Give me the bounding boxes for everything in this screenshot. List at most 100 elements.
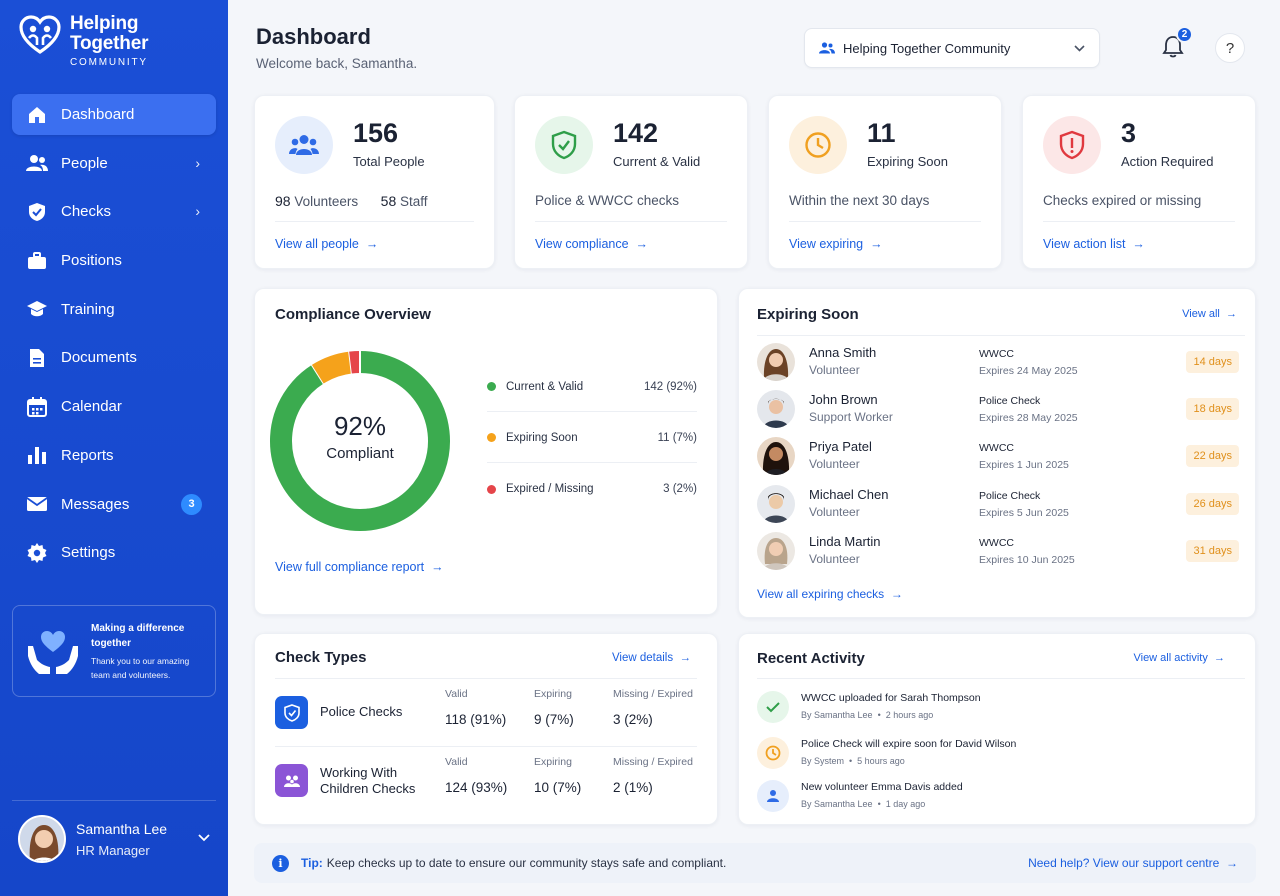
chevron-down-icon[interactable] (198, 831, 210, 845)
sidebar-item-documents[interactable]: Documents (12, 337, 216, 378)
stat-card-current-valid: 142 Current & Valid Police & WWCC checks… (514, 95, 748, 269)
expiring-value: 9 (7%) (534, 712, 574, 727)
activity-item[interactable]: WWCC uploaded for Sarah Thompson By Sama… (757, 688, 1239, 732)
avatar (757, 485, 795, 523)
check-type-name: Working With Children Checks (320, 765, 415, 797)
view-action-list-link[interactable]: View action list → (1043, 237, 1145, 251)
avatar (757, 343, 795, 381)
view-all-expiring-link[interactable]: View all → (1182, 308, 1237, 320)
sidebar-item-label: Calendar (61, 398, 122, 416)
sidebar-item-positions[interactable]: Positions (12, 240, 216, 281)
sidebar-item-checks[interactable]: Checks › (12, 191, 216, 232)
link-label: View all expiring checks (757, 587, 885, 601)
legend-value: 11 (7%) (657, 431, 697, 444)
activity-item[interactable]: Police Check will expire soon for David … (757, 734, 1239, 778)
person-name: Linda Martin (809, 534, 881, 549)
view-details-link[interactable]: View details → (612, 652, 691, 664)
stat-card-expiring-soon: 11 Expiring Soon Within the next 30 days… (768, 95, 1002, 269)
list-item[interactable]: Anna Smith Volunteer WWCC Expires 24 May… (757, 339, 1239, 385)
view-all-activity-link[interactable]: View all activity → (1133, 652, 1225, 664)
staff-label: Staff (400, 194, 428, 209)
welcome-message: Welcome back, Samantha. (256, 56, 418, 71)
valid-value: 124 (93%) (445, 780, 508, 795)
sidebar-item-dashboard[interactable]: Dashboard (12, 94, 216, 135)
sidebar-item-calendar[interactable]: Calendar (12, 386, 216, 427)
shield-check-icon (535, 116, 593, 174)
people-breakdown: 98 Volunteers 58 Staff (275, 193, 428, 209)
person-role: Volunteer (809, 505, 860, 519)
expiring-soon-card: Expiring Soon View all → Anna Smith Volu… (738, 288, 1256, 618)
volunteers-count: 98 (275, 193, 291, 209)
expiry-date: Expires 5 Jun 2025 (979, 507, 1069, 519)
arrow-right-icon: → (676, 652, 691, 664)
briefcase-icon (26, 250, 48, 272)
view-compliance-link[interactable]: View compliance → (535, 237, 648, 251)
activity-author: By Samantha Lee (801, 710, 873, 720)
column-header: Valid (445, 756, 468, 768)
expiry-date: Expires 10 Jun 2025 (979, 554, 1075, 566)
user-menu[interactable]: Samantha Lee HR Manager (12, 800, 216, 863)
check-type-name: Police Checks (320, 704, 403, 719)
list-item[interactable]: Linda Martin Volunteer WWCC Expires 10 J… (757, 528, 1239, 574)
check-type-name-line2: Children Checks (320, 781, 416, 796)
days-remaining-badge: 18 days (1186, 398, 1239, 420)
sidebar-item-settings[interactable]: Settings (12, 532, 216, 573)
check-icon (757, 691, 789, 723)
arrow-right-icon: → (1222, 308, 1237, 320)
sidebar-item-reports[interactable]: Reports (12, 435, 216, 476)
activity-item[interactable]: New volunteer Emma Davis added By Samant… (757, 777, 1239, 821)
legend-item: Expiring Soon 11 (7%) (487, 413, 697, 463)
check-type-row-wwcc[interactable]: Working With Children Checks Valid 124 (9… (275, 746, 695, 812)
stat-value: 156 (353, 118, 399, 148)
stat-card-total-people: 156 Total People 98 Volunteers 58 Staff … (254, 95, 495, 269)
divider (789, 221, 981, 222)
list-item[interactable]: Michael Chen Volunteer Police Check Expi… (757, 481, 1239, 527)
expiring-value: 10 (7%) (534, 780, 582, 795)
link-label: View all people (275, 237, 359, 251)
compliance-overview-card: Compliance Overview 92% Compliant Curren… (254, 288, 718, 615)
divider (535, 221, 727, 222)
donut-slice-expired-missing (349, 351, 361, 374)
shield-icon (26, 201, 48, 223)
organization-select[interactable]: Helping Together Community (804, 28, 1100, 68)
sidebar-item-label: Settings (61, 544, 116, 562)
legend-dot (487, 484, 496, 494)
sidebar-item-people[interactable]: People › (12, 143, 216, 184)
sidebar-item-label: Reports (61, 446, 114, 464)
activity-author: By Samantha Lee (801, 799, 873, 809)
tip-bar: i Tip: Keep checks up to date to ensure … (254, 843, 1256, 883)
help-button[interactable]: ? (1215, 33, 1245, 63)
person-name: John Brown (809, 392, 878, 407)
arrow-right-icon: → (1210, 652, 1225, 664)
donut-slice-expiring-soon (311, 351, 353, 384)
check-type: WWCC (979, 442, 1014, 454)
person-role: Volunteer (809, 457, 860, 471)
list-item[interactable]: Priya Patel Volunteer WWCC Expires 1 Jun… (757, 433, 1239, 479)
shield-icon (275, 696, 308, 729)
arrow-right-icon: → (1128, 237, 1145, 251)
clock-icon (757, 737, 789, 769)
support-centre-link[interactable]: Need help? View our support centre → (1028, 856, 1238, 870)
brand[interactable]: Helping Together COMMUNITY (18, 14, 148, 68)
check-type: WWCC (979, 537, 1014, 549)
view-compliance-report-link[interactable]: View full compliance report → (275, 560, 444, 574)
sidebar-item-messages[interactable]: Messages 3 (12, 484, 216, 525)
home-icon (26, 104, 48, 126)
stat-value: 142 (613, 118, 659, 148)
user-role: HR Manager (76, 842, 150, 858)
view-expiring-link[interactable]: View expiring → (789, 237, 883, 251)
chevron-right-icon: › (195, 154, 200, 171)
tip-text: Keep checks up to date to ensure our com… (326, 856, 727, 870)
view-all-people-link[interactable]: View all people → (275, 237, 378, 251)
stat-label: Current & Valid (613, 154, 701, 169)
list-item[interactable]: John Brown Support Worker Police Check E… (757, 386, 1239, 432)
link-label: View compliance (535, 237, 629, 251)
column-header: Expiring (534, 756, 572, 768)
sidebar-item-training[interactable]: Training (12, 289, 216, 330)
section-title: Recent Activity (757, 650, 865, 667)
arrow-right-icon: → (1222, 856, 1238, 870)
view-all-expiring-checks-link[interactable]: View all expiring checks → (757, 587, 903, 601)
check-type-row-police[interactable]: Police Checks Valid 118 (91%) Expiring 9… (275, 678, 695, 744)
clock-icon (789, 116, 847, 174)
section-title: Check Types (275, 649, 367, 666)
